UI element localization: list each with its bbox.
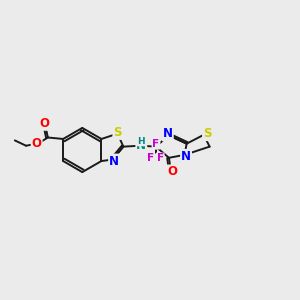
Text: O: O bbox=[32, 137, 42, 151]
Text: S: S bbox=[203, 127, 212, 140]
Text: H: H bbox=[137, 137, 145, 146]
Text: N: N bbox=[163, 128, 173, 140]
Text: N: N bbox=[109, 154, 119, 167]
Text: F: F bbox=[152, 139, 160, 149]
Text: F: F bbox=[147, 153, 154, 163]
Text: O: O bbox=[39, 117, 49, 130]
Text: O: O bbox=[167, 165, 177, 178]
Text: F: F bbox=[157, 153, 164, 164]
Text: N: N bbox=[181, 150, 191, 163]
Text: S: S bbox=[113, 126, 122, 139]
Text: N: N bbox=[136, 139, 146, 152]
